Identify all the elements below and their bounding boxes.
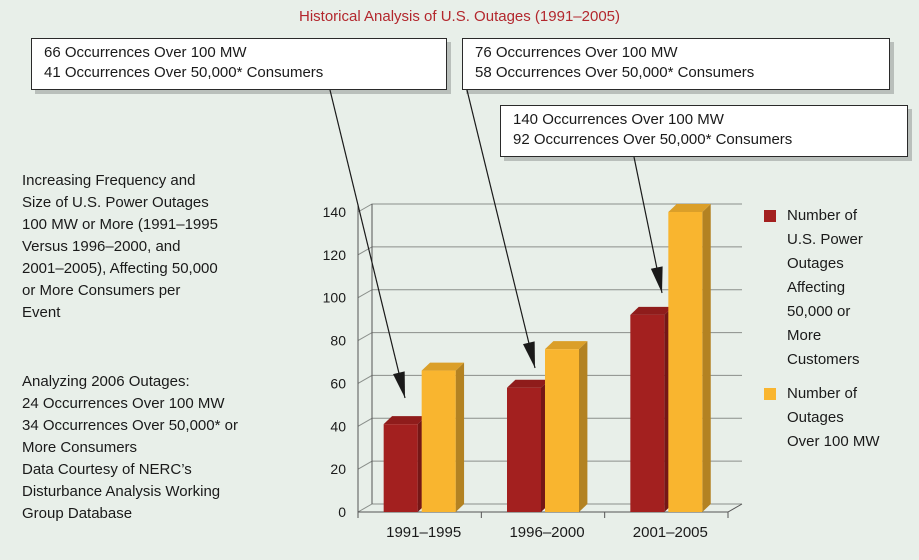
bar-100mw (421, 362, 465, 512)
notes-line: Data Courtesy of NERC’s (22, 461, 192, 478)
chart-description: Increasing Frequency and Size of U.S. Po… (22, 170, 218, 324)
description-line: or More Consumers per (22, 282, 181, 299)
legend-line: Outages (787, 409, 844, 426)
arrowhead (522, 341, 535, 368)
callout-line: 58 Occurrences Over 50,000* Consumers (475, 64, 755, 81)
callout-1996-2000: 76 Occurrences Over 100 MW 58 Occurrence… (462, 38, 890, 90)
description-line: Size of U.S. Power Outages (22, 194, 209, 211)
bar-consumers (383, 416, 427, 512)
bar-top (630, 306, 673, 315)
x-tick-label: 2001–2005 (633, 524, 708, 541)
x-tick-label: 1996–2000 (509, 524, 584, 541)
callout-line: 140 Occurrences Over 100 MW (513, 111, 724, 128)
bar-front (668, 212, 703, 512)
callout-2001-2005: 140 Occurrences Over 100 MW 92 Occurrenc… (500, 105, 908, 157)
y-tick-label: 40 (330, 418, 346, 434)
y-tick-label: 20 (330, 461, 346, 477)
legend-line: Number of (787, 385, 858, 402)
arrowhead (650, 266, 663, 293)
callout-pointer (329, 89, 406, 399)
y-tick-label: 0 (338, 504, 346, 520)
legend-line: More (787, 327, 822, 344)
callout-1991-1995: 66 Occurrences Over 100 MW 41 Occurrence… (31, 38, 447, 90)
y-tick-label: 60 (330, 375, 346, 391)
bar-front (383, 424, 418, 512)
legend-swatch-red (764, 210, 776, 222)
y-tick-label: 120 (323, 247, 347, 263)
description-line: Event (22, 304, 61, 321)
arrowhead (393, 371, 405, 398)
y-tick-label: 100 (323, 290, 347, 306)
bar-consumers (507, 379, 550, 512)
legend-label: Number of Outages Over 100 MW (787, 382, 917, 454)
callout-pointer (466, 89, 536, 369)
notes-line: More Consumers (22, 439, 138, 456)
notes-line: Analyzing 2006 Outages: (22, 373, 190, 390)
bar-100mw (545, 341, 588, 512)
bar-front (507, 387, 541, 512)
legend-label: Number of U.S. Power Outages Affecting 5… (787, 204, 917, 372)
bar-side (455, 362, 465, 512)
bar-top (668, 204, 711, 212)
notes-line: 34 Occurrences Over 50,000* or (22, 417, 238, 434)
legend-line: Outages (787, 255, 844, 272)
bar-100mw (668, 204, 711, 512)
callout-line: 41 Occurrences Over 50,000* Consumers (44, 64, 324, 81)
bar-front (630, 314, 665, 512)
legend-line: Affecting (787, 279, 846, 296)
x-tick-label: 1991–1995 (386, 524, 461, 541)
legend-line: Number of (787, 207, 858, 224)
callout-line: 66 Occurrences Over 100 MW (44, 44, 247, 61)
description-line: 2001–2005), Affecting 50,000 (22, 260, 218, 277)
chart-notes: Analyzing 2006 Outages: 24 Occurrences O… (22, 371, 238, 525)
legend-line: Over 100 MW (787, 433, 880, 450)
bar-front (421, 370, 456, 512)
bar-top (421, 362, 465, 371)
y-tick-label: 80 (330, 333, 346, 349)
notes-line: Group Database (22, 505, 133, 522)
notes-line: Disturbance Analysis Working (22, 483, 221, 500)
description-line: 100 MW or More (1991–1995 (22, 216, 218, 233)
legend-line: Customers (787, 351, 860, 368)
bar-top (383, 416, 427, 425)
bar-consumers (630, 306, 673, 512)
notes-line: 24 Occurrences Over 100 MW (22, 395, 225, 412)
bar-top (507, 379, 550, 388)
legend-swatch-yellow (764, 388, 776, 400)
callout-line: 92 Occurrences Over 50,000* Consumers (513, 131, 793, 148)
description-line: Versus 1996–2000, and (22, 238, 181, 255)
bar-top (545, 341, 588, 350)
chart-title: Historical Analysis of U.S. Outages (199… (299, 8, 620, 25)
bar-front (545, 349, 579, 512)
callout-line: 76 Occurrences Over 100 MW (475, 44, 678, 61)
y-tick-label: 140 (323, 204, 347, 220)
bar-side (702, 204, 711, 512)
legend-line: U.S. Power (787, 231, 863, 248)
bar-side (579, 341, 588, 512)
legend-line: 50,000 or (787, 303, 851, 320)
description-line: Increasing Frequency and (22, 172, 196, 189)
